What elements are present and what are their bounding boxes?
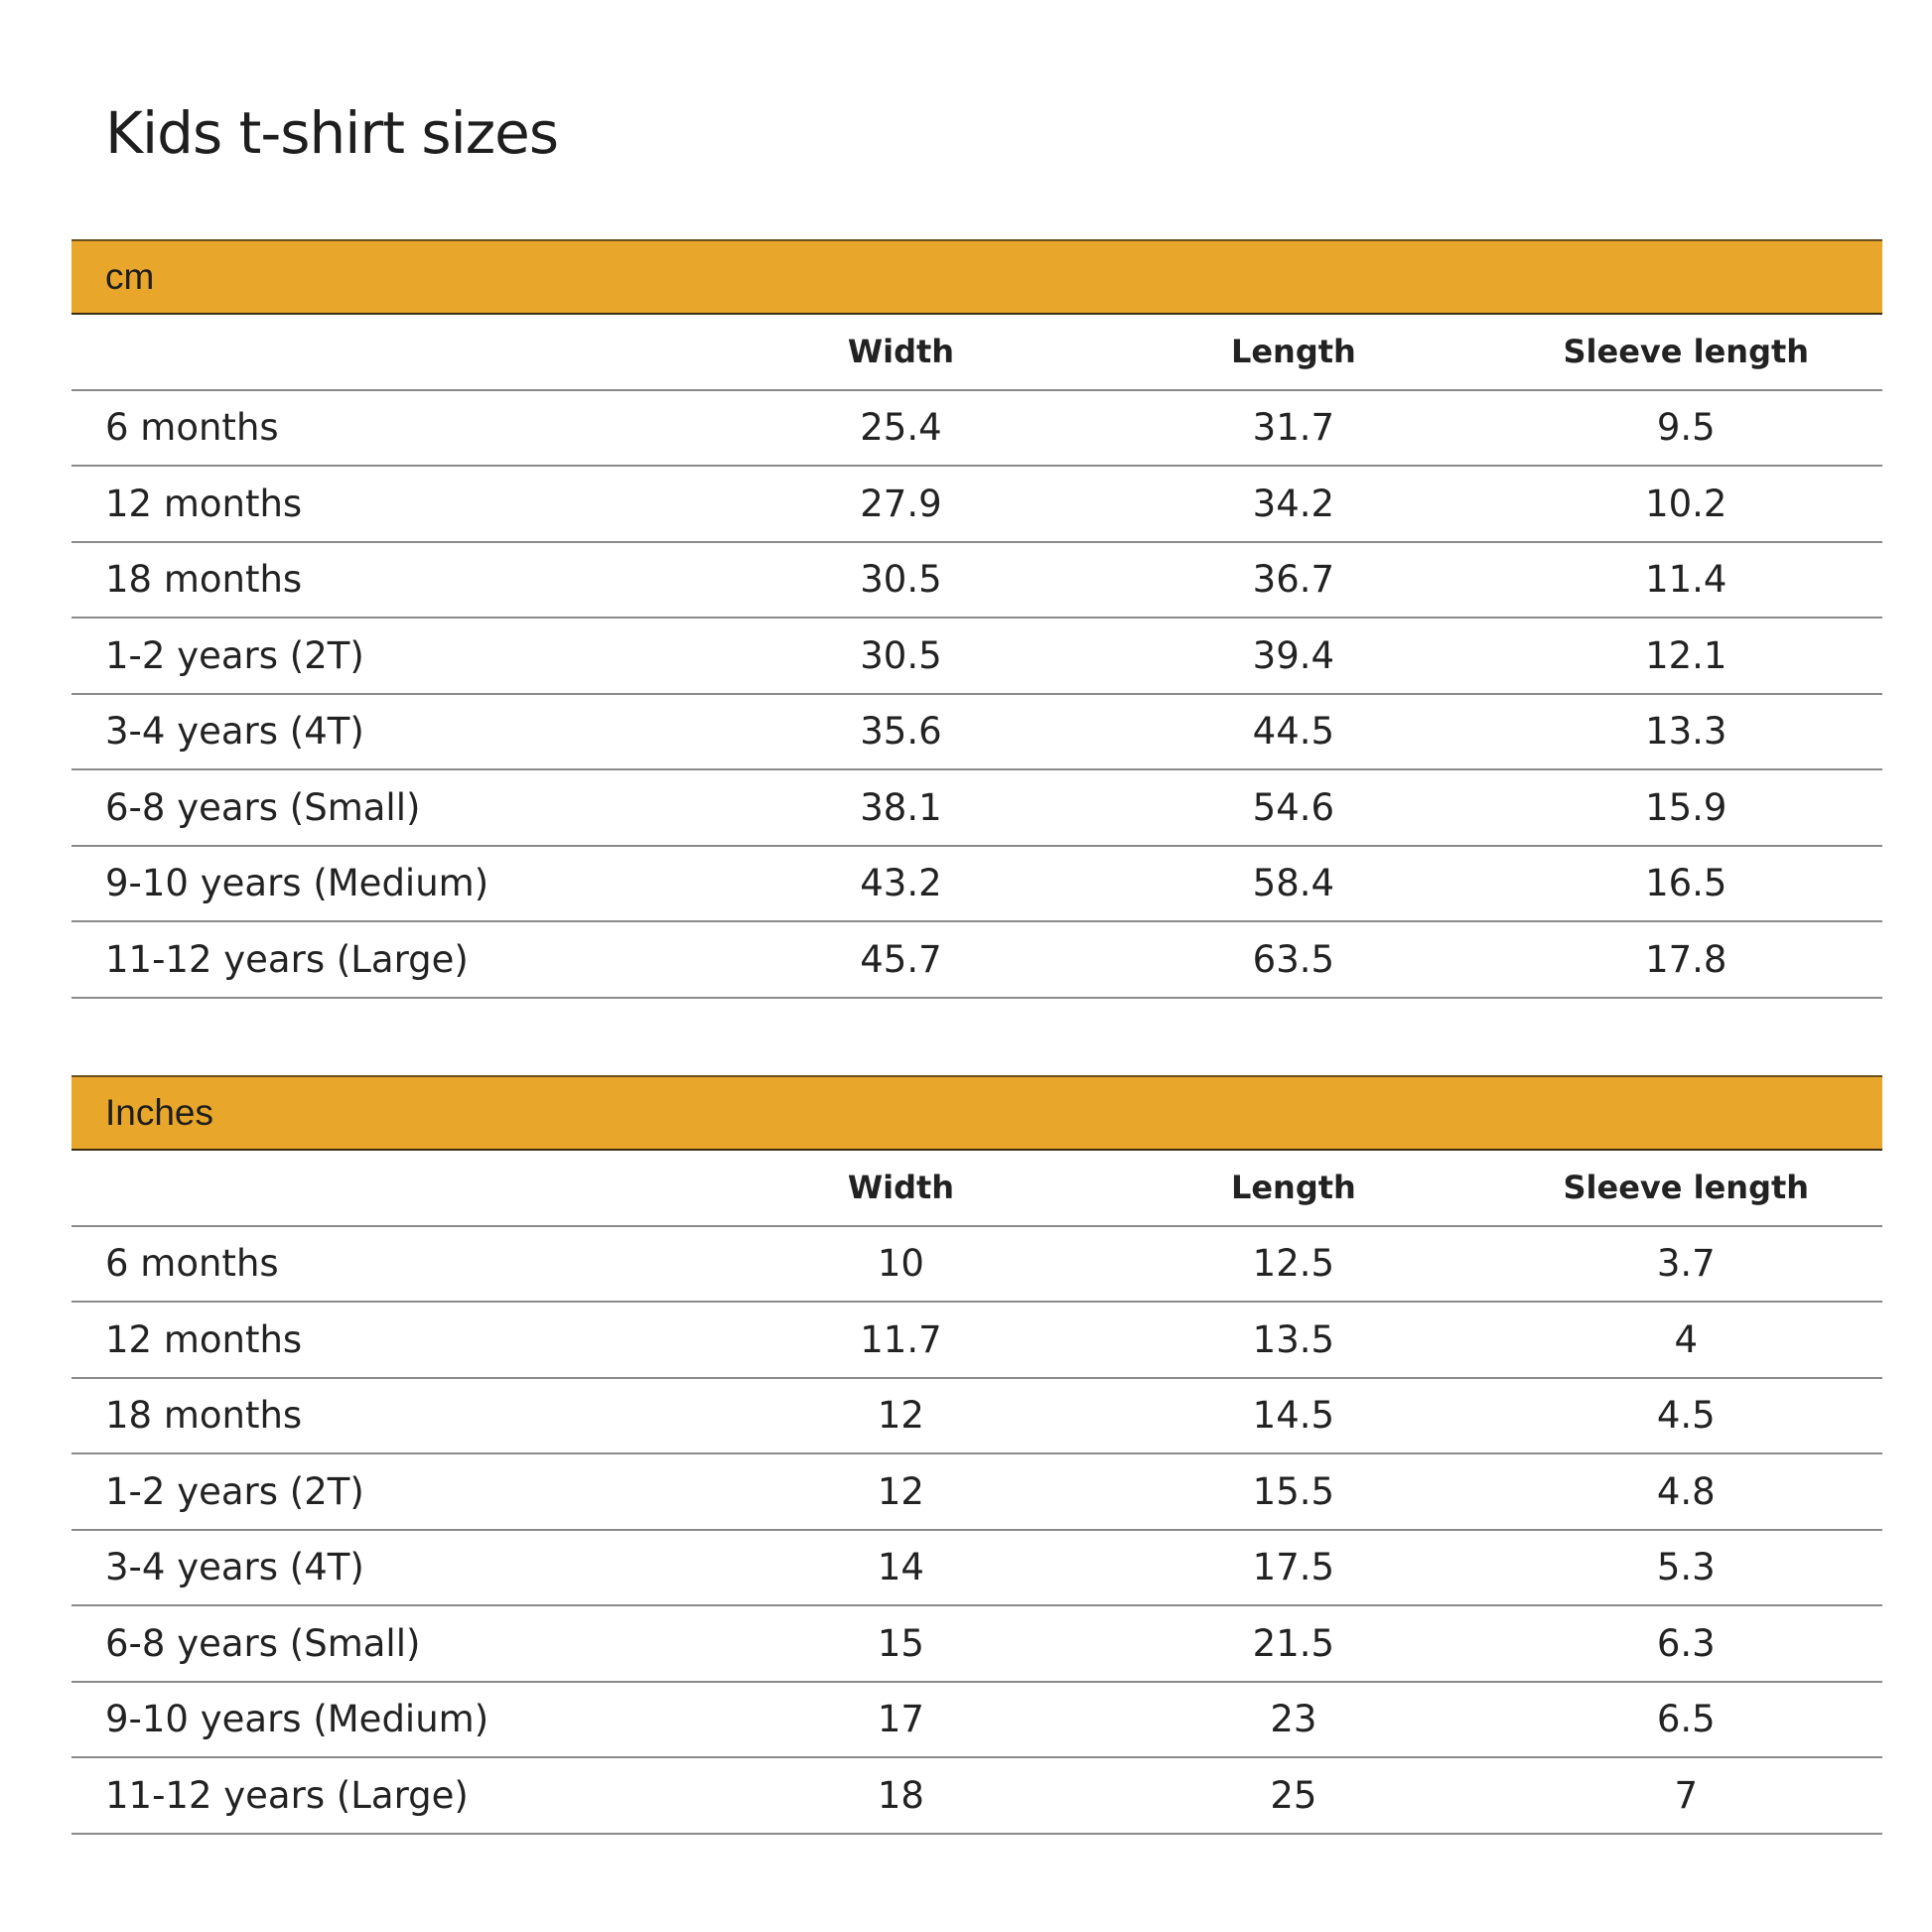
inches-size-table: Inches Width Length Sleeve length 6 months 10… <box>71 1075 1882 1835</box>
length-value: 25 <box>1270 1773 1317 1817</box>
size-label: 3-4 years (4T) <box>105 710 364 754</box>
table-row: 18 months 12 14.5 4.5 <box>71 1379 1882 1454</box>
unit-header-bar: cm <box>71 239 1882 315</box>
size-label: 3-4 years (4T) <box>105 1546 364 1589</box>
table-row: 11-12 years (Large) 45.7 63.5 17.8 <box>71 922 1882 999</box>
table-row: 1-2 years (2T) 12 15.5 4.8 <box>71 1454 1882 1531</box>
length-value: 17.5 <box>1252 1546 1335 1589</box>
length-value: 13.5 <box>1252 1317 1335 1361</box>
size-label: 9-10 years (Medium) <box>105 1698 489 1741</box>
sleeve-value: 10.2 <box>1645 482 1727 525</box>
column-header-row: Width Length Sleeve length <box>71 1151 1882 1227</box>
column-header-length: Length <box>1230 1169 1356 1207</box>
sleeve-value: 6.3 <box>1656 1621 1716 1665</box>
length-value: 12.5 <box>1252 1242 1335 1286</box>
unit-header-bar: Inches <box>71 1075 1882 1151</box>
size-label: 9-10 years (Medium) <box>105 862 489 905</box>
sleeve-value: 9.5 <box>1656 406 1716 450</box>
size-label: 6 months <box>105 406 279 450</box>
length-value: 34.2 <box>1252 482 1335 525</box>
sleeve-value: 13.3 <box>1645 710 1727 754</box>
length-value: 63.5 <box>1252 937 1335 981</box>
width-value: 17 <box>877 1698 924 1741</box>
cm-size-table: cm Width Length Sleeve length 6 months 25.4 31… <box>71 239 1882 999</box>
size-label: 1-2 years (2T) <box>105 1469 364 1513</box>
width-value: 18 <box>877 1773 924 1817</box>
table-row: 3-4 years (4T) 14 17.5 5.3 <box>71 1531 1882 1606</box>
table-row: 3-4 years (4T) 35.6 44.5 13.3 <box>71 695 1882 770</box>
length-value: 44.5 <box>1252 710 1335 754</box>
length-value: 58.4 <box>1252 862 1335 905</box>
width-value: 12 <box>877 1394 924 1438</box>
column-header-width: Width <box>847 333 955 371</box>
size-label: 11-12 years (Large) <box>105 937 469 981</box>
sleeve-value: 4 <box>1674 1317 1699 1361</box>
size-label: 18 months <box>105 1394 303 1438</box>
sleeve-value: 12.1 <box>1645 633 1727 677</box>
table-row: 6 months 10 12.5 3.7 <box>71 1227 1882 1303</box>
width-value: 38.1 <box>860 785 942 829</box>
table-row: 9-10 years (Medium) 43.2 58.4 16.5 <box>71 847 1882 922</box>
width-value: 45.7 <box>860 937 942 981</box>
column-header-sleeve: Sleeve length <box>1563 333 1810 371</box>
table-row: 6-8 years (Small) 15 21.5 6.3 <box>71 1606 1882 1683</box>
width-value: 14 <box>877 1546 924 1589</box>
length-value: 31.7 <box>1252 406 1335 450</box>
length-value: 15.5 <box>1252 1469 1335 1513</box>
length-value: 39.4 <box>1252 633 1335 677</box>
length-value: 21.5 <box>1252 1621 1335 1665</box>
width-value: 30.5 <box>860 558 942 602</box>
table-row: 12 months 11.7 13.5 4 <box>71 1303 1882 1379</box>
width-value: 35.6 <box>860 710 942 754</box>
width-value: 25.4 <box>860 406 942 450</box>
sleeve-value: 4.5 <box>1656 1394 1716 1438</box>
width-value: 43.2 <box>860 862 942 905</box>
length-value: 36.7 <box>1252 558 1335 602</box>
width-value: 12 <box>877 1469 924 1513</box>
table-row: 9-10 years (Medium) 17 23 6.5 <box>71 1683 1882 1758</box>
size-label: 6 months <box>105 1242 279 1286</box>
sleeve-value: 15.9 <box>1645 785 1727 829</box>
sleeve-value: 7 <box>1674 1773 1699 1817</box>
width-value: 30.5 <box>860 633 942 677</box>
size-label: 12 months <box>105 482 303 525</box>
length-value: 14.5 <box>1252 1394 1335 1438</box>
width-value: 10 <box>877 1242 924 1286</box>
size-label: 6-8 years (Small) <box>105 785 421 829</box>
table-row: 1-2 years (2T) 30.5 39.4 12.1 <box>71 619 1882 695</box>
size-label: 12 months <box>105 1317 303 1361</box>
width-value: 11.7 <box>860 1317 942 1361</box>
length-value: 23 <box>1270 1698 1317 1741</box>
size-label: 6-8 years (Small) <box>105 1621 421 1665</box>
table-row: 18 months 30.5 36.7 11.4 <box>71 543 1882 619</box>
column-header-row: Width Length Sleeve length <box>71 315 1882 391</box>
table-row: 12 months 27.9 34.2 10.2 <box>71 467 1882 543</box>
sleeve-value: 17.8 <box>1645 937 1727 981</box>
column-header-width: Width <box>847 1169 955 1207</box>
sleeve-value: 11.4 <box>1645 558 1727 602</box>
table-row: 6 months 25.4 31.7 9.5 <box>71 391 1882 467</box>
sleeve-value: 16.5 <box>1645 862 1727 905</box>
table-row: 11-12 years (Large) 18 25 7 <box>71 1758 1882 1835</box>
size-label: 11-12 years (Large) <box>105 1773 469 1817</box>
sleeve-value: 3.7 <box>1656 1242 1716 1286</box>
width-value: 27.9 <box>860 482 942 525</box>
page-title: Kids t-shirt sizes <box>105 99 559 167</box>
length-value: 54.6 <box>1252 785 1335 829</box>
column-header-sleeve: Sleeve length <box>1563 1169 1810 1207</box>
sleeve-value: 5.3 <box>1656 1546 1716 1589</box>
width-value: 15 <box>877 1621 924 1665</box>
size-label: 1-2 years (2T) <box>105 633 364 677</box>
column-header-length: Length <box>1230 333 1356 371</box>
table-row: 6-8 years (Small) 38.1 54.6 15.9 <box>71 770 1882 847</box>
sleeve-value: 6.5 <box>1656 1698 1716 1741</box>
sleeve-value: 4.8 <box>1656 1469 1716 1513</box>
size-label: 18 months <box>105 558 303 602</box>
